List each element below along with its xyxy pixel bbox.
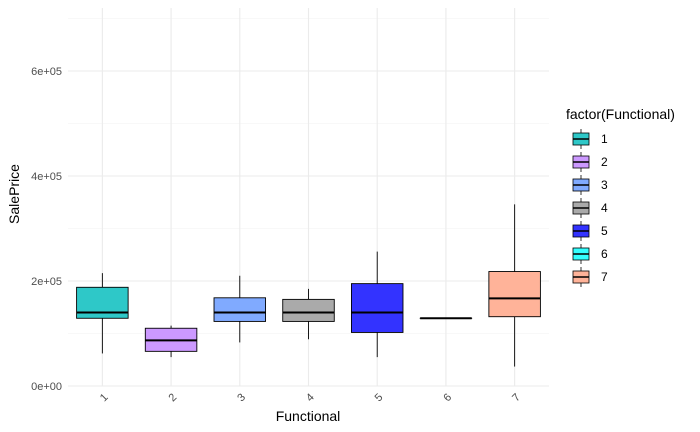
x-tick-label: 1 bbox=[98, 391, 111, 404]
legend-item-6: 6 bbox=[572, 244, 608, 264]
legend-label: 1 bbox=[601, 132, 608, 146]
box-body bbox=[213, 297, 267, 322]
legend-label: 5 bbox=[601, 224, 608, 238]
y-tick-label: 6e+05 bbox=[31, 66, 62, 78]
y-axis-title: SalePrice bbox=[6, 164, 22, 224]
box-2 bbox=[144, 325, 198, 358]
box-body bbox=[282, 298, 335, 322]
y-tick-label: 0e+00 bbox=[31, 381, 62, 393]
x-tick-label: 6 bbox=[441, 391, 454, 404]
legend-item-3: 3 bbox=[572, 175, 608, 195]
legend-label: 6 bbox=[601, 247, 608, 261]
box-body bbox=[488, 271, 541, 318]
x-tick-label: 4 bbox=[304, 391, 317, 404]
y-tick-label: 4e+05 bbox=[31, 171, 62, 183]
x-tick-label: 7 bbox=[510, 391, 523, 404]
box-1 bbox=[76, 273, 129, 354]
legend-item-7: 7 bbox=[572, 267, 608, 287]
box-3 bbox=[213, 275, 267, 343]
x-tick-label: 5 bbox=[373, 391, 386, 404]
legend-label: 3 bbox=[601, 178, 608, 192]
box-body bbox=[350, 283, 404, 333]
y-tick-label: 2e+05 bbox=[31, 276, 62, 288]
legend-label: 7 bbox=[601, 270, 608, 284]
legend-label: 4 bbox=[601, 201, 608, 215]
legend-item-4: 4 bbox=[572, 198, 608, 218]
box-7 bbox=[488, 204, 541, 367]
box-layer bbox=[76, 204, 541, 367]
legend-item-2: 2 bbox=[572, 152, 608, 172]
legend-item-1: 1 bbox=[572, 129, 608, 149]
axis-layer: 0e+00 2e+05 4e+05 6e+05 1 2 3 4 5 6 7 bbox=[31, 66, 523, 404]
box-body bbox=[76, 286, 129, 319]
box-5 bbox=[350, 251, 404, 358]
legend-title: factor(Functional) bbox=[566, 106, 675, 122]
x-tick-label: 2 bbox=[167, 391, 180, 404]
x-axis-title: Functional bbox=[276, 408, 341, 424]
box-4 bbox=[282, 288, 335, 340]
x-tick-label: 3 bbox=[235, 391, 248, 404]
legend: factor(Functional) 1 2 3 4 5 6 7 bbox=[566, 106, 675, 287]
legend-item-5: 5 bbox=[572, 221, 608, 241]
legend-label: 2 bbox=[601, 155, 608, 169]
